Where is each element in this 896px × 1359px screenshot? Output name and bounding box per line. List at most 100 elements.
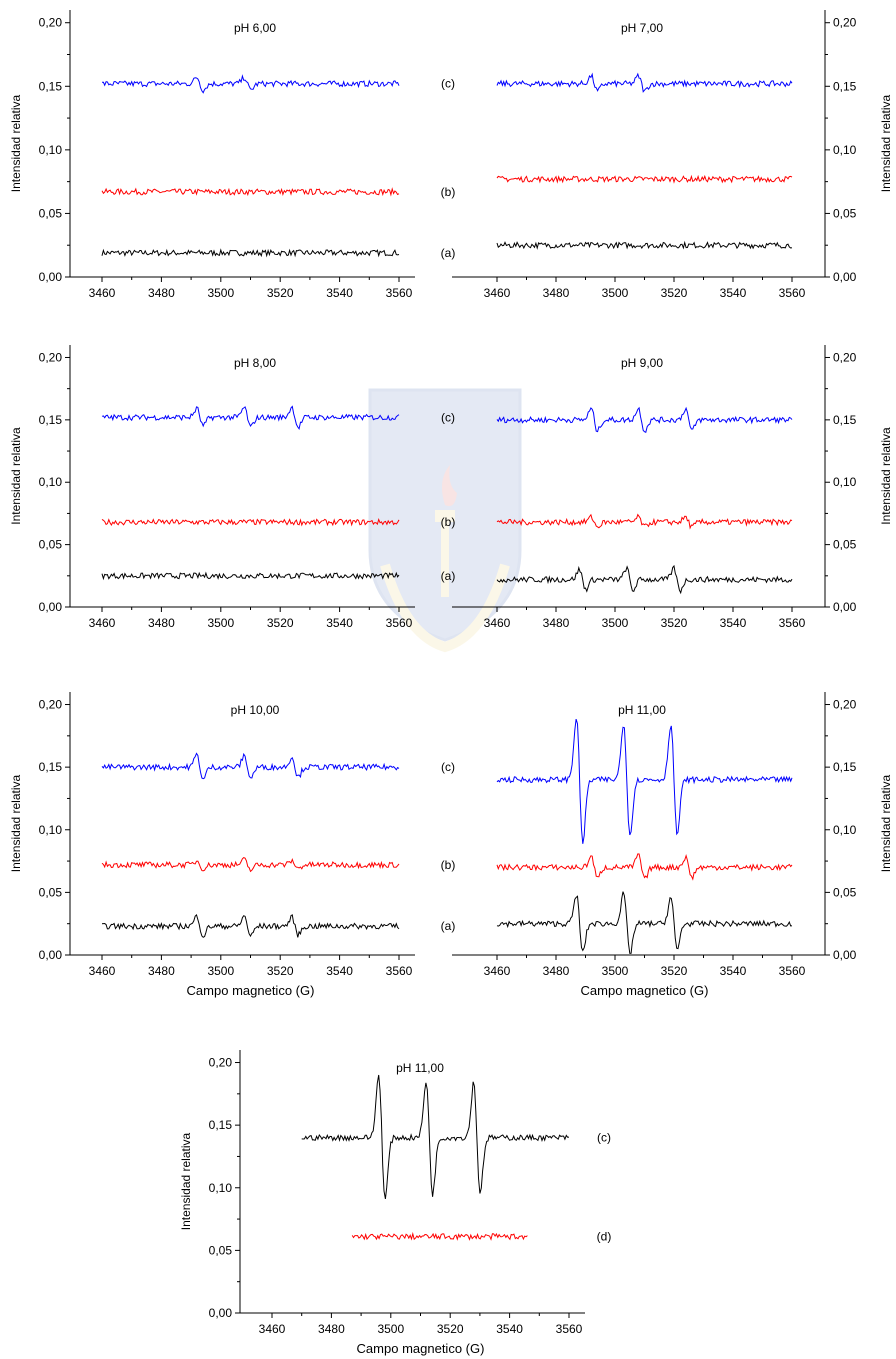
series-label: (b)	[441, 185, 456, 199]
series-line-c	[301, 1074, 570, 1199]
x-tick-label: 3560	[779, 286, 806, 300]
y-tick-label: 0,20	[39, 350, 63, 364]
series-line-b	[496, 853, 793, 881]
x-tick-label: 3460	[89, 616, 116, 630]
x-tick-label: 3500	[207, 616, 234, 630]
series-line-b	[496, 513, 793, 530]
chart-title: pH 10,00	[231, 703, 280, 717]
x-tick-label: 3540	[720, 286, 747, 300]
chart-title: pH 11,00	[618, 703, 666, 717]
x-tick-label: 3520	[267, 964, 294, 978]
y-tick-label: 0,15	[833, 79, 857, 93]
x-tick-label: 3540	[326, 616, 353, 630]
y-tick-label: 0,00	[39, 948, 63, 962]
x-tick-label: 3520	[267, 286, 294, 300]
y-tick-label: 0,10	[39, 823, 63, 837]
x-tick-label: 3480	[148, 964, 175, 978]
series-label: (d)	[597, 1230, 612, 1244]
x-tick-label: 3480	[543, 964, 570, 978]
series-label: (b)	[441, 858, 456, 872]
y-axis-label: Intensidad relativa	[879, 427, 893, 525]
y-axis-label: Intensidad relativa	[179, 1132, 193, 1230]
series-label: (a)	[441, 569, 456, 583]
x-tick-label: 3460	[484, 286, 511, 300]
x-tick-label: 3500	[207, 964, 234, 978]
y-tick-label: 0,10	[833, 475, 857, 489]
series-line-c	[496, 406, 793, 434]
chart-panel-4: 3460 3480 3500 3520 3540 3560 0,00 0,05 0,10 0,15…	[452, 345, 893, 630]
chart-title: pH 8,00	[234, 356, 276, 370]
y-tick-label: 0,05	[833, 538, 857, 552]
x-tick-label: 3500	[207, 286, 234, 300]
y-tick-label: 0,05	[39, 885, 63, 899]
x-tick-label: 3500	[602, 964, 629, 978]
chart-title: pH 9,00	[621, 356, 663, 370]
chart-title: pH 11,00	[396, 1061, 444, 1075]
y-tick-label: 0,20	[833, 698, 857, 712]
series-line-a	[496, 891, 793, 954]
y-tick-label: 0,15	[209, 1118, 233, 1132]
series-line-b	[496, 174, 793, 184]
x-tick-label: 3560	[779, 964, 806, 978]
series-line-c	[101, 752, 400, 780]
y-tick-label: 0,10	[209, 1181, 233, 1195]
y-tick-label: 0,05	[39, 206, 63, 220]
series-line-a	[101, 248, 400, 258]
x-tick-label: 3520	[661, 286, 688, 300]
chart-title: pH 7,00	[621, 21, 663, 35]
x-tick-label: 3560	[386, 616, 413, 630]
y-tick-label: 0,00	[209, 1306, 233, 1320]
series-line-c	[496, 718, 793, 844]
series-line-b	[101, 857, 400, 873]
y-axis-label: Intensidad relativa	[879, 94, 893, 192]
x-tick-label: 3540	[326, 964, 353, 978]
y-tick-label: 0,00	[833, 600, 857, 614]
x-tick-label: 3480	[543, 616, 570, 630]
x-tick-label: 3560	[386, 286, 413, 300]
y-tick-label: 0,00	[833, 948, 857, 962]
y-tick-label: 0,15	[833, 760, 857, 774]
y-tick-label: 0,20	[209, 1056, 233, 1070]
y-tick-label: 0,05	[39, 538, 63, 552]
y-tick-label: 0,15	[39, 413, 63, 427]
y-tick-label: 0,00	[833, 270, 857, 284]
university-seal-watermark	[368, 388, 522, 653]
series-line-c	[102, 74, 400, 94]
x-axis-label: Campo magnetico (G)	[187, 983, 315, 998]
y-tick-label: 0,20	[833, 16, 857, 30]
series-label: (c)	[597, 1131, 611, 1145]
series-line-a	[496, 564, 793, 595]
series-label: (c)	[441, 77, 455, 91]
series-line-d	[351, 1231, 528, 1241]
chart-panel-5: 3460 3480 3500 3520 3540 3560 0,00 0,05 0,10 0,15…	[9, 692, 455, 998]
series-label: (a)	[441, 919, 456, 933]
x-tick-label: 3460	[484, 964, 511, 978]
x-tick-label: 3460	[89, 286, 116, 300]
series-label: (a)	[441, 246, 456, 260]
y-tick-label: 0,20	[39, 16, 63, 30]
chart-title: pH 6,00	[234, 21, 276, 35]
y-tick-label: 0,10	[833, 143, 857, 157]
y-tick-label: 0,10	[39, 475, 63, 489]
x-tick-label: 3540	[720, 964, 747, 978]
y-axis-label: Intensidad relativa	[9, 94, 23, 192]
x-tick-label: 3500	[377, 1322, 404, 1336]
y-axis-label: Intensidad relativa	[9, 427, 23, 525]
series-line-a	[101, 913, 400, 938]
y-tick-label: 0,00	[39, 600, 63, 614]
x-tick-label: 3480	[148, 616, 175, 630]
y-tick-label: 0,20	[39, 698, 63, 712]
y-tick-label: 0,05	[833, 206, 857, 220]
y-tick-label: 0,10	[39, 143, 63, 157]
series-line-a	[101, 571, 400, 581]
x-tick-label: 3480	[543, 286, 570, 300]
x-tick-label: 3540	[326, 286, 353, 300]
x-tick-label: 3500	[602, 616, 629, 630]
x-tick-label: 3520	[267, 616, 294, 630]
series-line-c	[101, 405, 400, 431]
y-tick-label: 0,00	[39, 270, 63, 284]
series-line-c	[496, 72, 793, 93]
y-tick-label: 0,15	[39, 79, 63, 93]
series-line-b	[101, 517, 400, 527]
